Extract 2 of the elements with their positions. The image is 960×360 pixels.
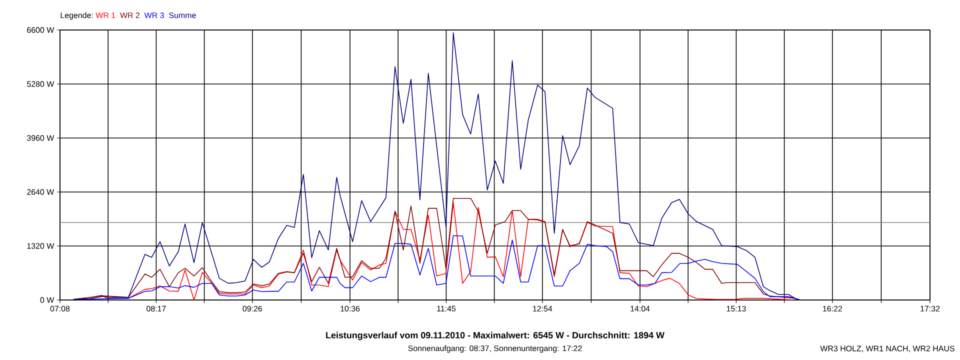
text: Leistungsverlauf vom 09.11.2010 - Maximalwert: 6545 W - Durchschnitt: 1894 W	[326, 332, 664, 340]
line-series	[72, 32, 802, 300]
